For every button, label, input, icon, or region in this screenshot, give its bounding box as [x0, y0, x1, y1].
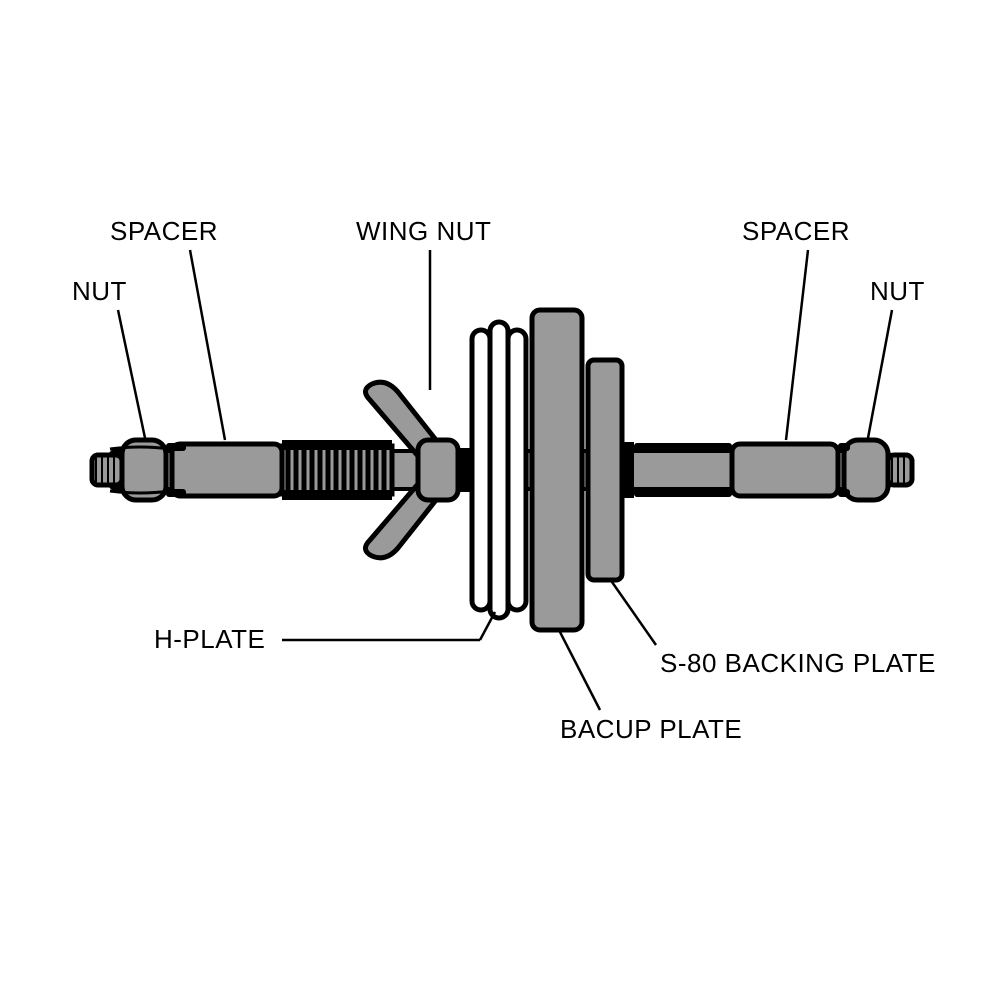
left-thread-section: [282, 440, 392, 500]
s80-backing-plate: [588, 360, 622, 580]
label-h-plate: H-PLATE: [154, 624, 265, 654]
label-nut-right: NUT: [870, 276, 925, 306]
left-thread-tip: [92, 455, 122, 485]
right-nut: [844, 440, 888, 500]
label-s80-backing-plate: S-80 BACKING PLATE: [660, 648, 936, 678]
label-spacer-right: SPACER: [742, 216, 850, 246]
label-nut-left: NUT: [72, 276, 127, 306]
label-wing-nut: WING NUT: [356, 216, 491, 246]
right-thread-tip: [888, 455, 912, 485]
label-bacup-plate: BACUP PLATE: [560, 714, 742, 744]
right-spacer: [732, 444, 838, 496]
bacup-plate: [532, 310, 582, 630]
assembly-diagram: SPACER NUT WING NUT SPACER NUT H-PLATE S…: [0, 0, 1000, 1000]
device-drawing: [92, 310, 912, 630]
label-spacer-left: SPACER: [110, 216, 218, 246]
h-plate: [472, 322, 526, 618]
left-spacer: [172, 444, 282, 496]
